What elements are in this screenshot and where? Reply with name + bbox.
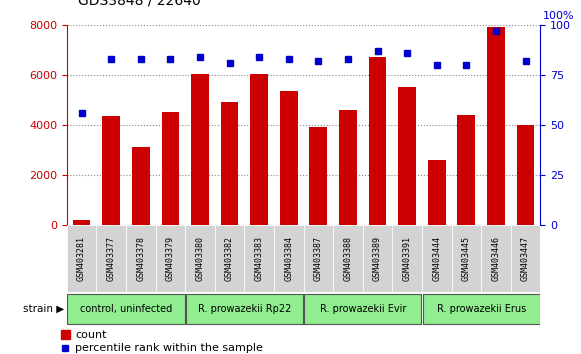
Text: GSM403447: GSM403447 bbox=[521, 236, 530, 281]
Text: GSM403387: GSM403387 bbox=[314, 236, 323, 281]
Bar bbox=[487, 27, 505, 225]
Bar bbox=[369, 57, 386, 225]
Bar bbox=[67, 294, 185, 324]
Text: GSM403377: GSM403377 bbox=[107, 236, 116, 281]
Bar bbox=[280, 91, 297, 225]
Bar bbox=[67, 225, 96, 292]
Text: GSM403388: GSM403388 bbox=[343, 236, 353, 281]
Bar bbox=[363, 225, 392, 292]
Text: GSM403444: GSM403444 bbox=[432, 236, 441, 281]
Bar bbox=[186, 294, 303, 324]
Bar bbox=[303, 225, 333, 292]
Text: GDS3848 / 22640: GDS3848 / 22640 bbox=[78, 0, 201, 7]
Bar bbox=[96, 225, 126, 292]
Text: strain ▶: strain ▶ bbox=[23, 304, 64, 314]
Text: GSM403378: GSM403378 bbox=[137, 236, 145, 281]
Bar bbox=[451, 225, 481, 292]
Bar bbox=[126, 225, 156, 292]
Bar bbox=[392, 225, 422, 292]
Bar bbox=[511, 225, 540, 292]
Bar bbox=[333, 225, 363, 292]
Bar bbox=[73, 220, 91, 225]
Text: GSM403383: GSM403383 bbox=[254, 236, 264, 281]
Text: R. prowazekii Erus: R. prowazekii Erus bbox=[436, 304, 526, 314]
Text: GSM403389: GSM403389 bbox=[373, 236, 382, 281]
Bar bbox=[481, 225, 511, 292]
Text: GSM403382: GSM403382 bbox=[225, 236, 234, 281]
Bar bbox=[185, 225, 215, 292]
Bar bbox=[245, 225, 274, 292]
Text: GSM403445: GSM403445 bbox=[462, 236, 471, 281]
Bar bbox=[61, 330, 70, 339]
Bar bbox=[304, 294, 421, 324]
Text: 100%: 100% bbox=[543, 11, 575, 21]
Text: GSM403380: GSM403380 bbox=[195, 236, 205, 281]
Bar bbox=[250, 74, 268, 225]
Text: percentile rank within the sample: percentile rank within the sample bbox=[75, 343, 263, 353]
Text: R. prowazekii Evir: R. prowazekii Evir bbox=[320, 304, 406, 314]
Bar bbox=[221, 102, 238, 225]
Bar bbox=[102, 116, 120, 225]
Bar bbox=[132, 147, 150, 225]
Bar bbox=[399, 87, 416, 225]
Bar bbox=[191, 74, 209, 225]
Bar bbox=[310, 127, 327, 225]
Bar bbox=[274, 225, 304, 292]
Text: GSM403384: GSM403384 bbox=[284, 236, 293, 281]
Bar bbox=[215, 225, 245, 292]
Text: GSM403379: GSM403379 bbox=[166, 236, 175, 281]
Bar bbox=[428, 160, 446, 225]
Bar bbox=[457, 115, 475, 225]
Bar bbox=[339, 110, 357, 225]
Text: count: count bbox=[75, 330, 106, 340]
Text: GSM403446: GSM403446 bbox=[492, 236, 500, 281]
Text: R. prowazekii Rp22: R. prowazekii Rp22 bbox=[198, 304, 291, 314]
Bar bbox=[422, 294, 540, 324]
Text: GSM403281: GSM403281 bbox=[77, 236, 86, 281]
Text: GSM403391: GSM403391 bbox=[403, 236, 412, 281]
Bar bbox=[422, 225, 451, 292]
Bar bbox=[156, 225, 185, 292]
Text: control, uninfected: control, uninfected bbox=[80, 304, 172, 314]
Bar bbox=[517, 125, 535, 225]
Bar bbox=[162, 112, 180, 225]
